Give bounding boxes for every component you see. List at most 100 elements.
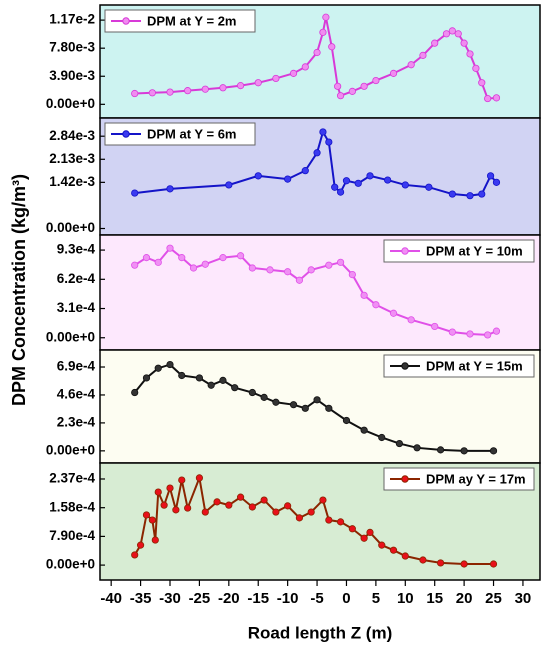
data-point	[336, 518, 345, 526]
data-point	[178, 476, 186, 484]
data-point	[219, 254, 227, 262]
data-point	[448, 190, 456, 198]
data-point	[295, 276, 304, 284]
data-point	[372, 76, 380, 85]
data-point	[366, 528, 374, 537]
legend-label: DPM at Y = 15m	[426, 358, 523, 373]
data-point	[219, 376, 227, 384]
y-tick-label: 0.00e+0	[46, 557, 95, 572]
data-point	[231, 384, 239, 392]
data-point	[319, 28, 327, 36]
data-point	[436, 446, 445, 454]
data-point	[366, 172, 374, 180]
data-point	[307, 508, 315, 516]
data-point	[466, 330, 474, 338]
data-point	[348, 525, 356, 533]
data-point	[413, 444, 421, 452]
data-point	[360, 291, 368, 299]
data-point	[325, 404, 333, 412]
data-point	[334, 82, 342, 90]
y-tick-label: 6.9e-4	[57, 359, 96, 374]
data-point	[342, 177, 351, 185]
data-point	[425, 183, 433, 191]
data-point	[254, 172, 262, 180]
x-tick-label: 5	[372, 590, 380, 607]
data-point	[189, 264, 198, 272]
x-tick-label: -10	[277, 590, 299, 607]
data-point	[492, 94, 501, 102]
data-point	[384, 176, 392, 184]
data-point	[489, 447, 498, 455]
data-point	[322, 13, 330, 21]
legend-marker	[401, 247, 409, 255]
data-point	[289, 69, 298, 77]
y-tick-label: 2.84e-3	[49, 128, 95, 143]
y-tick-label: 3.1e-4	[57, 300, 96, 315]
x-tick-label: 15	[426, 590, 443, 607]
y-tick-label: 7.90e-4	[49, 528, 95, 543]
data-point	[178, 254, 186, 262]
data-point	[225, 181, 233, 189]
data-point	[219, 84, 227, 92]
y-tick-label: 1.17e-2	[49, 12, 95, 27]
legend-label: DPM at Y = 2m	[147, 13, 236, 28]
data-point	[201, 260, 209, 268]
data-point	[284, 268, 292, 276]
data-point	[389, 546, 398, 554]
x-tick-label: -40	[100, 590, 122, 607]
legend-box	[383, 354, 535, 378]
data-point	[325, 261, 333, 269]
data-point	[348, 87, 356, 95]
data-point	[142, 374, 151, 382]
data-point	[166, 360, 174, 369]
x-axis-label: Road length Z (m)	[248, 623, 392, 642]
data-point	[201, 85, 209, 93]
data-point	[295, 514, 304, 522]
y-tick-label: 0.00e+0	[46, 220, 95, 235]
data-point	[184, 87, 192, 95]
legend-label: DPM ay Y = 17m	[426, 471, 526, 486]
y-axis-label: DPM Concentration (kg/m³)	[9, 174, 29, 406]
data-point	[460, 39, 468, 47]
data-point	[492, 178, 501, 186]
y-tick-label: 0.00e+0	[46, 442, 95, 457]
data-point	[378, 541, 386, 549]
data-point	[319, 128, 327, 136]
y-tick-label: 2.13e-3	[49, 151, 95, 166]
data-point	[236, 493, 245, 501]
data-point	[492, 327, 501, 335]
data-point	[360, 534, 368, 542]
data-point	[272, 74, 280, 83]
data-point	[448, 328, 456, 336]
data-point	[460, 447, 468, 455]
data-point	[489, 560, 498, 568]
legend-box	[383, 467, 535, 491]
legend-marker	[122, 17, 130, 25]
data-point	[136, 541, 145, 549]
data-point	[336, 188, 345, 196]
data-point	[401, 552, 409, 560]
legend-label: DPM at Y = 10m	[426, 243, 523, 258]
data-point	[260, 393, 268, 401]
x-tick-label: -25	[189, 590, 211, 607]
data-point	[313, 48, 321, 57]
data-point	[301, 167, 309, 175]
data-point	[131, 261, 139, 269]
y-tick-label: 2.3e-4	[57, 414, 96, 429]
y-tick-label: 9.3e-4	[57, 242, 96, 257]
data-point	[466, 192, 474, 200]
data-point	[284, 175, 292, 183]
legend-label: DPM at Y = 6m	[147, 126, 236, 141]
data-point	[301, 63, 309, 71]
data-point	[466, 50, 474, 58]
data-point	[460, 560, 468, 568]
data-point	[154, 488, 162, 496]
legend-marker	[401, 475, 409, 483]
data-point	[354, 179, 362, 187]
data-point	[325, 516, 333, 524]
data-point	[486, 172, 495, 180]
data-point	[419, 556, 427, 564]
data-point	[142, 511, 151, 519]
y-tick-label: 0.00e+0	[46, 329, 95, 344]
